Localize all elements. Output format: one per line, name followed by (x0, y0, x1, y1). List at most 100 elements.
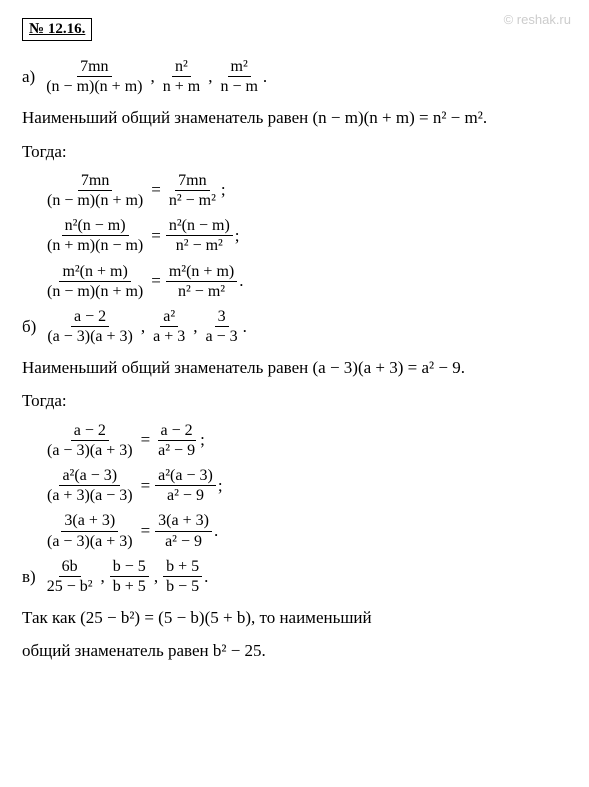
fraction: m²(n + m) n² − m² (166, 262, 237, 301)
fraction: 3 a − 3 (203, 307, 241, 346)
fraction: 3(a + 3) (a − 3)(a + 3) (44, 511, 136, 550)
period: . (239, 271, 243, 291)
then-text-b: Тогда: (22, 387, 567, 414)
denominator: b + 5 (110, 577, 149, 596)
label-a: а) (22, 65, 35, 89)
watermark: © reshak.ru (504, 12, 571, 27)
numerator: 7mn (77, 57, 111, 77)
label-c: в) (22, 565, 36, 589)
denominator: a² − 9 (164, 486, 207, 505)
equation-a1: 7mn (n − m)(n + m) = 7mn n² − m² ; (42, 171, 567, 210)
part-c-fractions: в) 6b 25 − b² , b − 5 b + 5 , b + 5 b − … (22, 557, 567, 596)
fraction: 7mn (n − m)(n + m) (44, 171, 146, 210)
label-b: б) (22, 315, 36, 339)
numerator: 3 (215, 307, 229, 327)
problem-number: № 12.16. (22, 18, 92, 41)
semicolon: ; (218, 476, 223, 496)
semicolon: ; (235, 226, 240, 246)
denominator: a + 3 (150, 327, 188, 346)
numerator: a² (160, 307, 178, 327)
denominator: 25 − b² (44, 577, 96, 596)
comma: , (193, 315, 197, 339)
comma: , (141, 315, 145, 339)
denominator: (n − m)(n + m) (44, 191, 146, 210)
fraction: a² a + 3 (150, 307, 188, 346)
equals: = (151, 180, 161, 200)
denominator: b − 5 (163, 577, 202, 596)
numerator: 7mn (175, 171, 209, 191)
numerator: 7mn (78, 171, 112, 191)
lcd-text-b: Наименьший общий знаменатель равен (a − … (22, 354, 567, 381)
denominator: (n + m)(n − m) (44, 236, 146, 255)
numerator: b + 5 (163, 557, 202, 577)
comma: , (208, 65, 212, 89)
fraction: n² n + m (160, 57, 203, 96)
numerator: 6b (59, 557, 81, 577)
fraction: 6b 25 − b² (44, 557, 96, 596)
equals: = (151, 226, 161, 246)
comma: , (154, 565, 158, 589)
denominator: a² − 9 (162, 532, 205, 551)
denominator: (a − 3)(a + 3) (44, 441, 136, 460)
lcd-text-c1: Так как (25 − b²) = (5 − b)(5 + b), то н… (22, 604, 567, 631)
fraction: a²(a − 3) (a + 3)(a − 3) (44, 466, 136, 505)
denominator: n² − m² (166, 191, 219, 210)
numerator: 3(a + 3) (155, 511, 212, 531)
denominator: n − m (217, 77, 260, 96)
numerator: a − 2 (71, 307, 109, 327)
denominator: a² − 9 (155, 441, 198, 460)
numerator: n²(n − m) (166, 216, 233, 236)
equals: = (141, 521, 151, 541)
denominator: n² − m² (173, 236, 226, 255)
equation-a2: n²(n − m) (n + m)(n − m) = n²(n − m) n² … (42, 216, 567, 255)
denominator: a − 3 (203, 327, 241, 346)
numerator: a − 2 (158, 421, 196, 441)
fraction: n²(n − m) n² − m² (166, 216, 233, 255)
denominator: (a + 3)(a − 3) (44, 486, 136, 505)
fraction: n²(n − m) (n + m)(n − m) (44, 216, 146, 255)
fraction: m² n − m (217, 57, 260, 96)
equation-b2: a²(a − 3) (a + 3)(a − 3) = a²(a − 3) a² … (42, 466, 567, 505)
denominator: (n − m)(n + m) (43, 77, 145, 96)
lcd-text-c2: общий знаменатель равен b² − 25. (22, 637, 567, 664)
fraction: b − 5 b + 5 (110, 557, 149, 596)
comma: , (101, 565, 105, 589)
equals: = (141, 430, 151, 450)
fraction: a²(a − 3) a² − 9 (155, 466, 216, 505)
period: . (263, 65, 267, 89)
equals: = (151, 271, 161, 291)
numerator: b − 5 (110, 557, 149, 577)
semicolon: ; (221, 180, 226, 200)
fraction: m²(n + m) (n − m)(n + m) (44, 262, 146, 301)
numerator: a − 2 (71, 421, 109, 441)
fraction: b + 5 b − 5 (163, 557, 202, 596)
denominator: (n − m)(n + m) (44, 282, 146, 301)
numerator: m²(n + m) (166, 262, 237, 282)
equals: = (141, 476, 151, 496)
fraction: 7mn n² − m² (166, 171, 219, 210)
numerator: n² (172, 57, 191, 77)
denominator: n + m (160, 77, 203, 96)
part-b-fractions: б) a − 2 (a − 3)(a + 3) , a² a + 3 , 3 a… (22, 307, 567, 346)
equation-b3: 3(a + 3) (a − 3)(a + 3) = 3(a + 3) a² − … (42, 511, 567, 550)
fraction: a − 2 (a − 3)(a + 3) (44, 307, 136, 346)
denominator: n² − m² (175, 282, 228, 301)
numerator: m²(n + m) (59, 262, 130, 282)
numerator: n²(n − m) (62, 216, 129, 236)
semicolon: ; (200, 430, 205, 450)
numerator: 3(a + 3) (61, 511, 118, 531)
comma: , (150, 65, 154, 89)
numerator: a²(a − 3) (155, 466, 216, 486)
equation-b1: a − 2 (a − 3)(a + 3) = a − 2 a² − 9 ; (42, 421, 567, 460)
fraction: 3(a + 3) a² − 9 (155, 511, 212, 550)
fraction: 7mn (n − m)(n + m) (43, 57, 145, 96)
numerator: a²(a − 3) (59, 466, 120, 486)
part-a-fractions: а) 7mn (n − m)(n + m) , n² n + m , m² n … (22, 57, 567, 96)
fraction: a − 2 a² − 9 (155, 421, 198, 460)
numerator: m² (228, 57, 251, 77)
denominator: (a − 3)(a + 3) (44, 327, 136, 346)
period: . (214, 521, 218, 541)
fraction: a − 2 (a − 3)(a + 3) (44, 421, 136, 460)
denominator: (a − 3)(a + 3) (44, 532, 136, 551)
lcd-text-a: Наименьший общий знаменатель равен (n − … (22, 104, 567, 131)
